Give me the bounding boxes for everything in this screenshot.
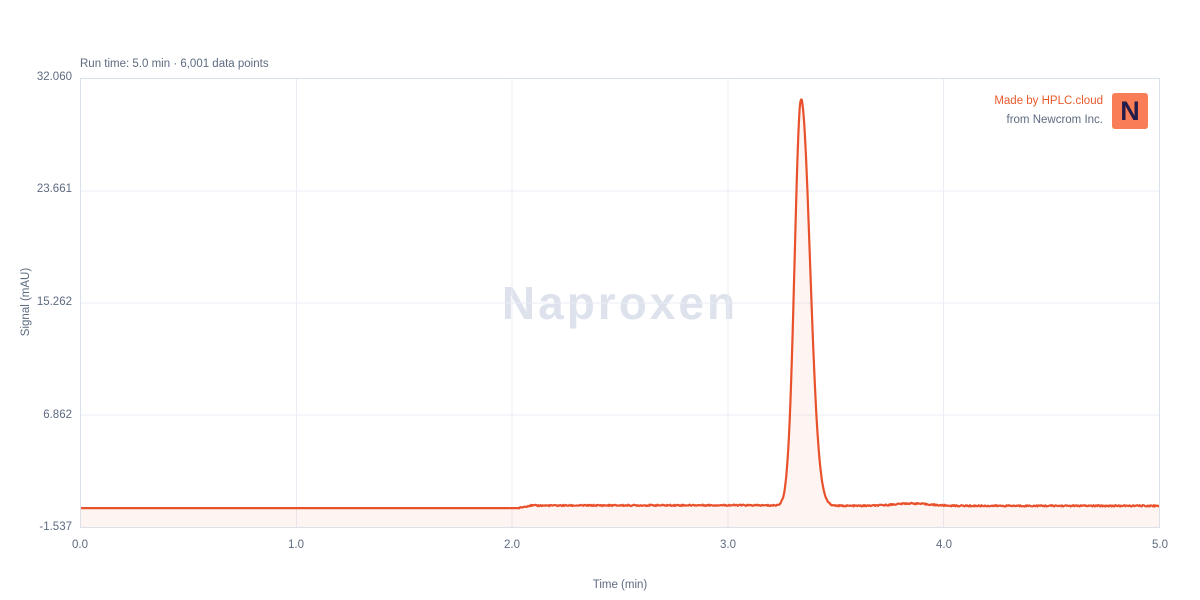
x-tick-label: 2.0	[504, 539, 520, 551]
x-tick-label: 0.0	[72, 539, 88, 551]
branding-block: Made by HPLC.cloud from Newcrom Inc. N	[994, 92, 1148, 130]
x-tick-label: 1.0	[288, 539, 304, 551]
x-tick-label: 3.0	[720, 539, 736, 551]
plot-area[interactable]: Naproxen Made by HPLC.cloud from Newcrom…	[80, 78, 1160, 528]
y-tick-label: 32.060	[36, 71, 72, 83]
y-tick-label: -1.537	[39, 521, 72, 533]
y-tick-label: 23.661	[36, 183, 72, 196]
branding-text: Made by HPLC.cloud from Newcrom Inc.	[994, 92, 1103, 130]
x-tick-label: 5.0	[1152, 539, 1168, 551]
made-by-hplc-cloud-link[interactable]: Made by HPLC.cloud	[994, 95, 1103, 107]
run-info-text: Run time: 5.0 min · 6,001 data points	[80, 58, 269, 70]
chromatogram-curve	[81, 79, 1159, 527]
y-tick-label: 6.862	[43, 408, 72, 421]
x-axis-title: Time (min)	[592, 579, 648, 591]
x-tick-label: 4.0	[936, 539, 952, 551]
newcrom-logo[interactable]: N	[1112, 93, 1148, 129]
y-tick-label: 15.262	[36, 295, 72, 308]
from-newcrom-text: from Newcrom Inc.	[1006, 114, 1104, 126]
